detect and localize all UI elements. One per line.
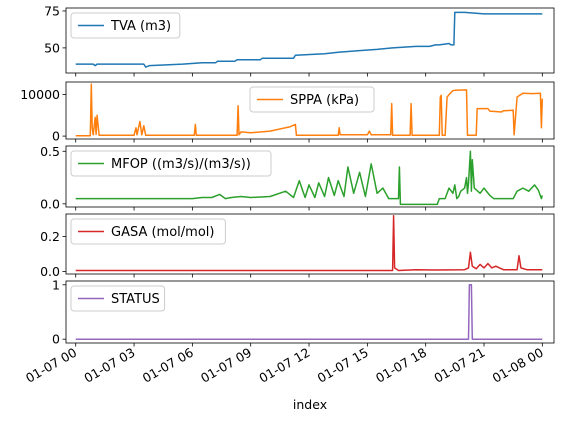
legend-label: GASA (mol/mol) — [111, 225, 214, 240]
x-tick-label: 01-07 00 — [23, 345, 79, 386]
series-line — [75, 284, 543, 340]
y-tick-label: 0.0 — [40, 196, 60, 211]
legend: GASA (mol/mol) — [70, 218, 226, 245]
x-axis-label: index — [293, 397, 327, 412]
legend-label: STATUS — [111, 292, 160, 307]
legend-label: MFOP ((m3/s)/(m3/s)) — [111, 157, 251, 172]
x-tick-label: 01-07 03 — [81, 345, 137, 386]
plot-frame — [65, 213, 555, 275]
y-tick-label: 50 — [44, 40, 60, 55]
plot-frame — [65, 145, 555, 208]
y-tick-label: 10000 — [20, 87, 60, 102]
legend: TVA (m3) — [70, 12, 181, 39]
y-tick-label: 0 — [52, 332, 60, 347]
series-line — [75, 150, 544, 206]
legend-box — [70, 150, 272, 177]
panel-4: 0.0 0.2 GASA (mol/mol) — [40, 213, 555, 279]
plot-frame — [65, 280, 555, 344]
x-tick-label: 01-07 18 — [373, 345, 429, 386]
legend-label: TVA (m3) — [110, 19, 171, 34]
y-tick-label: 0.0 — [40, 264, 60, 279]
x-tick-label: 01-07 09 — [198, 345, 254, 386]
legend: MFOP ((m3/s)/(m3/s)) — [70, 150, 272, 177]
plot-frame — [65, 7, 555, 74]
y-tick-label: 1 — [52, 277, 60, 292]
plot-frame — [65, 81, 555, 140]
series-line — [75, 214, 543, 272]
legend-box — [70, 12, 181, 39]
x-tick-label: 01-07 21 — [431, 345, 487, 386]
legend: STATUS — [70, 285, 166, 312]
y-tick-label: 0 — [52, 129, 60, 144]
panel-1: 50 75 TVA (m3) — [44, 3, 555, 77]
series-line — [75, 83, 544, 137]
y-tick-label: 75 — [44, 3, 60, 18]
legend-box — [70, 285, 166, 312]
y-tick-label: 0.2 — [40, 229, 60, 244]
y-tick-label: 0.5 — [40, 144, 60, 159]
legend-box — [70, 218, 226, 245]
x-tick-label: 01-07 15 — [315, 345, 371, 386]
series-line — [75, 11, 543, 68]
x-tick-label: 01-07 12 — [256, 345, 312, 386]
x-tick-label: 01-08 00 — [490, 345, 546, 386]
legend-box — [249, 86, 375, 113]
legend-label: SPPA (kPa) — [290, 93, 359, 108]
x-tick-label: 01-07 06 — [140, 345, 196, 386]
panel-3: 0.0 0.5 MFOP ((m3/s)/(m3/s)) — [40, 144, 555, 211]
panel-5: 0 1 STATUS — [52, 277, 555, 347]
legend: SPPA (kPa) — [249, 86, 375, 113]
panel-2: 0 10000 SPPA (kPa) — [20, 81, 555, 144]
